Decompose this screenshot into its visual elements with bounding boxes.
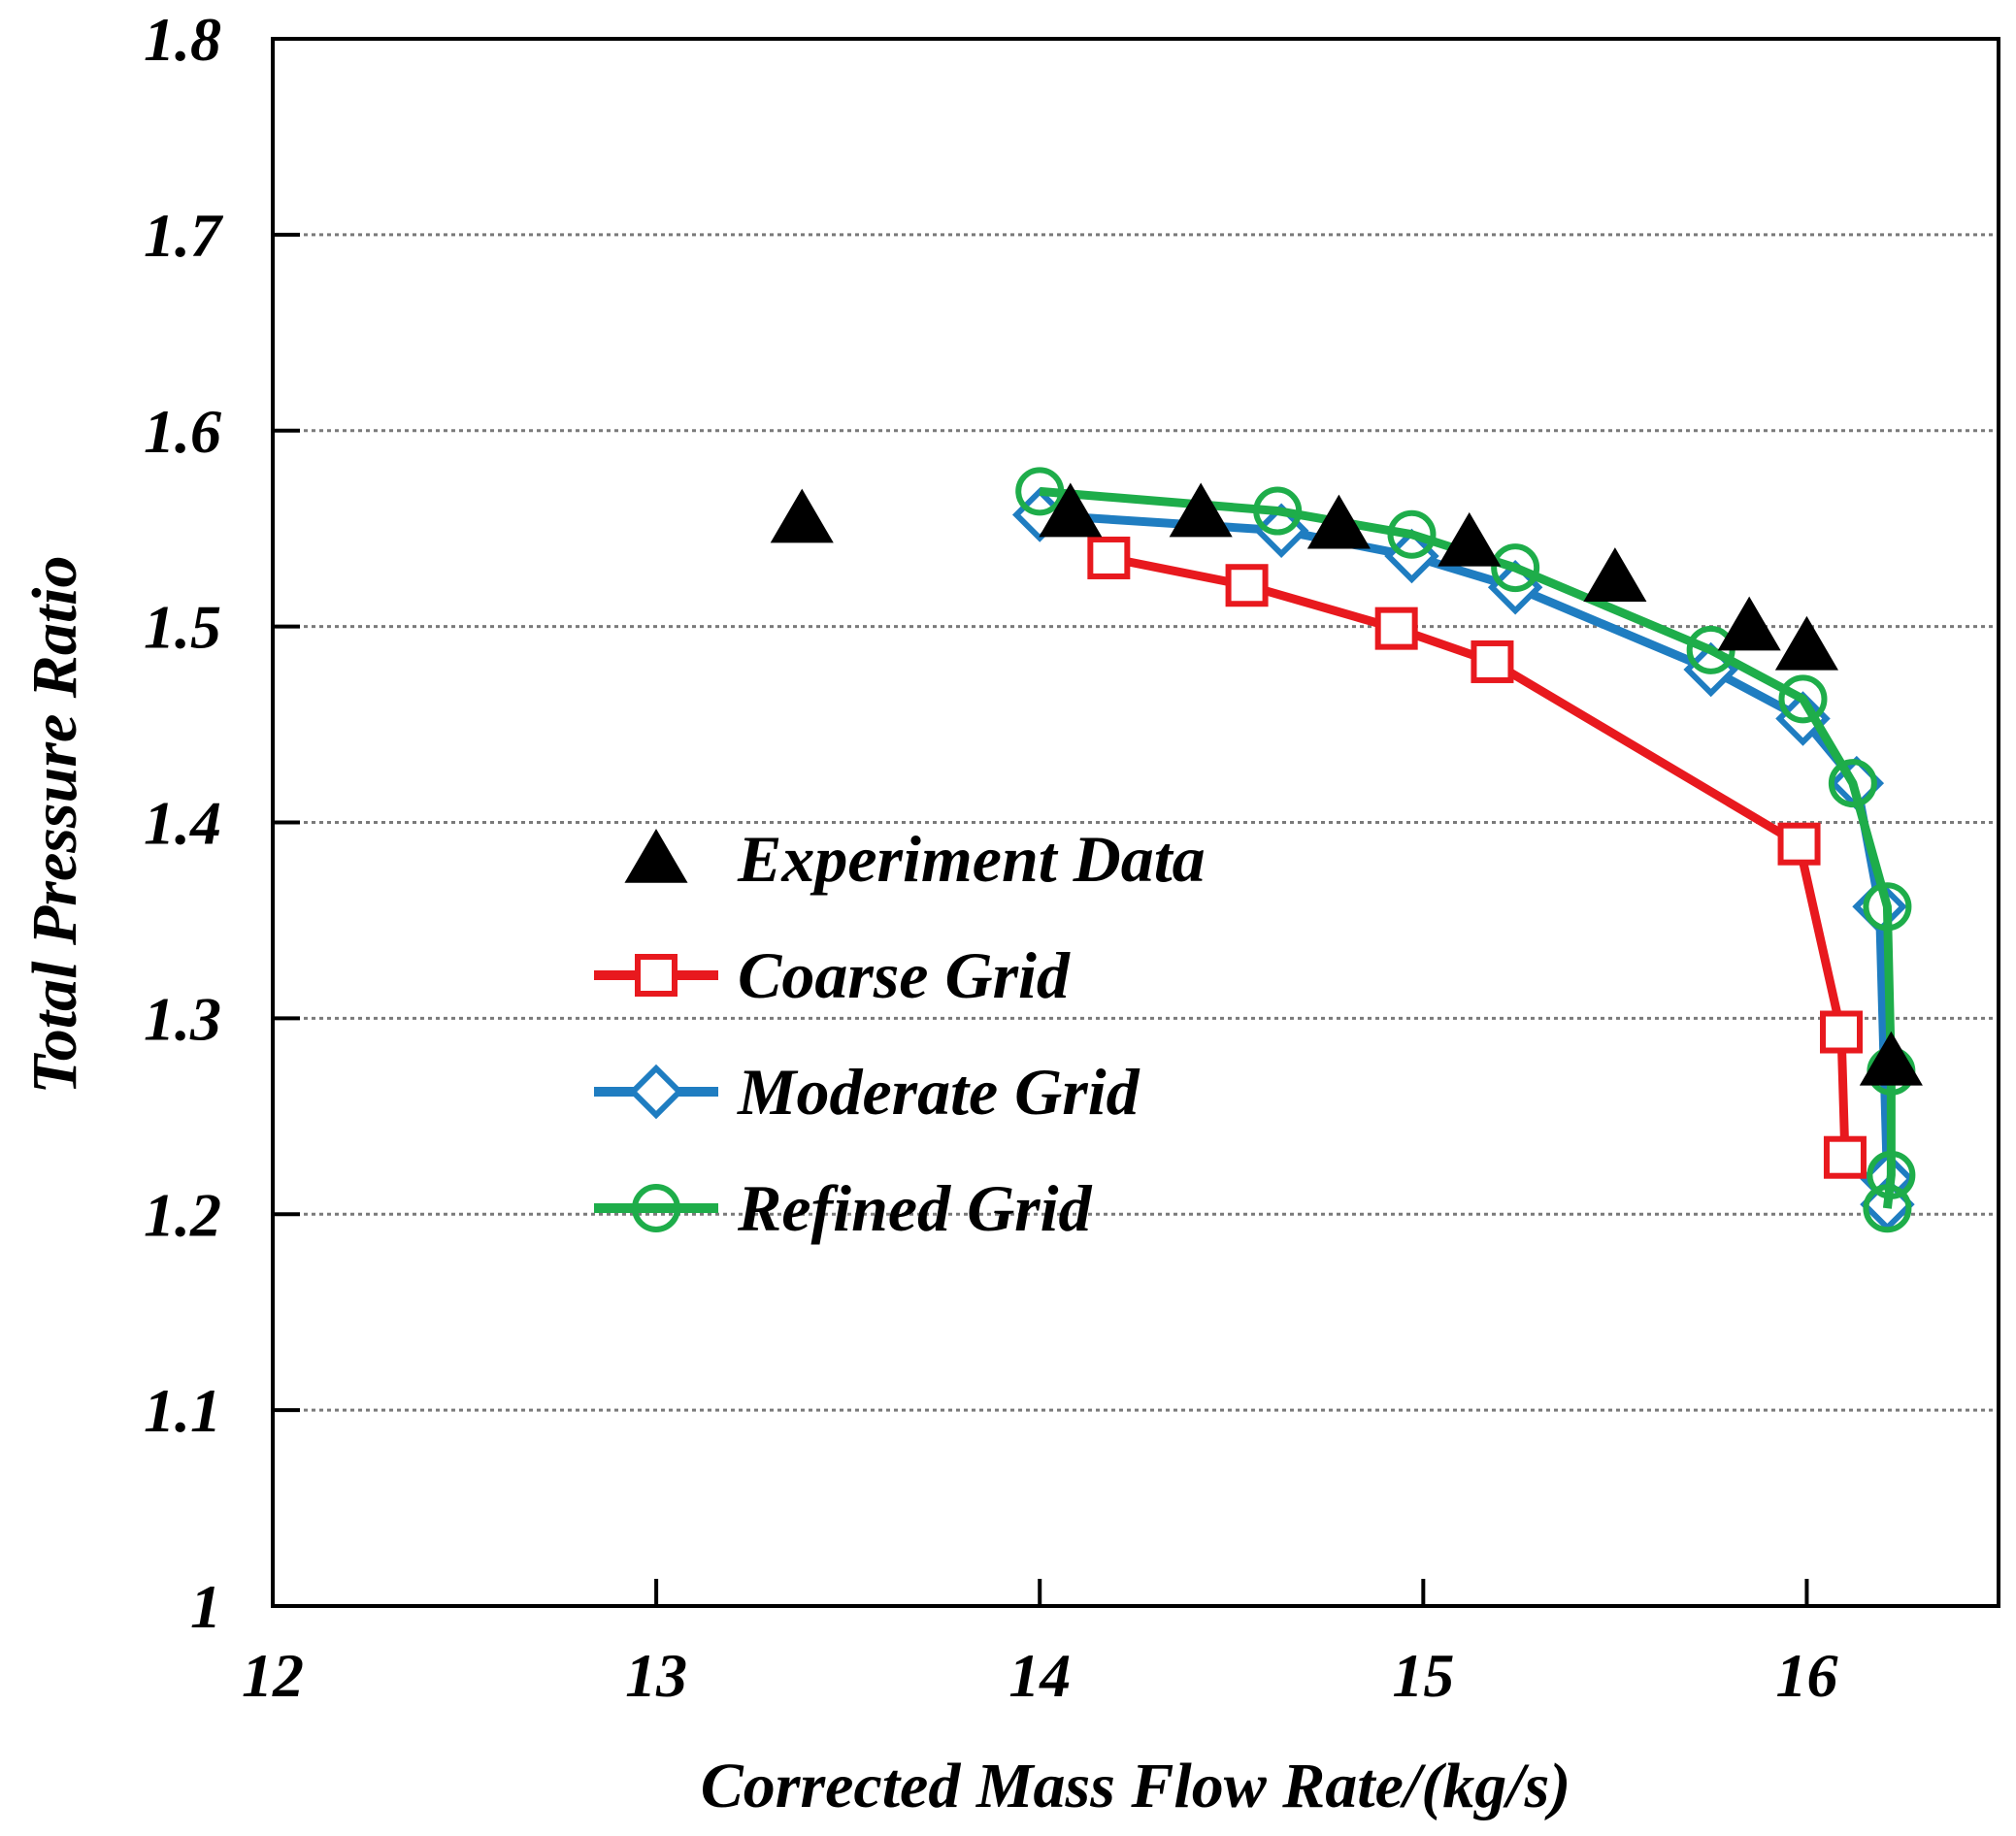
y-tick-label: 1.7	[144, 201, 224, 270]
legend-label: Experiment Data	[737, 822, 1206, 896]
legend-marker	[635, 954, 678, 997]
refined-grid-marker	[1867, 1150, 1916, 1199]
experiment-data-marker	[1774, 615, 1838, 671]
experiment-data-marker	[770, 488, 834, 543]
legend-label: Refined Grid	[737, 1171, 1093, 1245]
experiment-data-marker	[1306, 494, 1371, 549]
legend-label: Coarse Grid	[738, 938, 1071, 1012]
coarse-grid-marker	[1374, 607, 1418, 650]
y-tick-label: 1	[190, 1572, 221, 1641]
legend-marker	[632, 1184, 680, 1232]
series-experiment-data	[770, 482, 1923, 1086]
x-tick-label: 15	[1392, 1641, 1454, 1710]
axis-ticks: 1 1.1 1.2 1.3 1.4 1.5 1.6 1.7 1.8 12 13 14 15 16	[144, 5, 1837, 1710]
coarse-grid-marker	[1087, 536, 1131, 579]
y-tick-label: 1.3	[144, 984, 221, 1053]
refined-grid-marker	[1863, 882, 1912, 932]
y-tick-label: 1.8	[144, 5, 221, 74]
y-tick-label: 1.4	[144, 789, 221, 858]
experiment-data-marker	[1717, 596, 1781, 651]
legend-marker	[628, 1064, 684, 1120]
x-tick-label: 12	[242, 1641, 304, 1710]
coarse-grid-marker	[1471, 639, 1514, 683]
refined-grid-marker	[1015, 467, 1065, 516]
experiment-data-marker	[1583, 547, 1647, 602]
data-series	[770, 467, 1923, 1233]
refined-grid-marker	[1387, 509, 1437, 559]
y-axis-title: Total Pressure Ratio	[19, 556, 90, 1095]
experiment-data-marker	[1438, 511, 1502, 567]
coarse-grid-marker	[1820, 1010, 1864, 1054]
experiment-data-marker	[1169, 482, 1233, 538]
legend: Experiment Data Coarse Grid Moderate Grid R…	[594, 822, 1206, 1245]
coarse-grid-marker	[1225, 564, 1269, 607]
x-tick-label: 14	[1008, 1641, 1071, 1710]
legend-marker	[624, 829, 688, 883]
series-coarse-grid	[1087, 536, 1867, 1179]
gridlines	[273, 233, 1999, 1412]
legend-item-moderate-grid: Moderate Grid	[594, 1055, 1140, 1129]
y-tick-label: 1.2	[144, 1180, 221, 1249]
legend-label: Moderate Grid	[737, 1055, 1140, 1129]
y-tick-label: 1.1	[144, 1376, 221, 1445]
coarse-grid-marker	[1777, 822, 1821, 866]
refined-grid-line	[1039, 486, 1896, 1209]
legend-item-refined-grid: Refined Grid	[594, 1171, 1093, 1245]
refined-grid-marker	[1253, 486, 1303, 536]
experiment-data-marker	[1859, 1031, 1923, 1086]
x-tick-label: 13	[625, 1641, 687, 1710]
x-tick-label: 16	[1775, 1641, 1837, 1710]
refined-grid-marker	[1863, 1184, 1912, 1233]
experiment-data-marker	[1039, 482, 1103, 538]
coarse-grid-marker	[1823, 1135, 1867, 1179]
refined-grid-marker	[1828, 759, 1877, 808]
x-axis-title: Corrected Mass Flow Rate/(kg/s)	[701, 1751, 1571, 1821]
y-tick-label: 1.5	[144, 593, 221, 662]
legend-item-coarse-grid: Coarse Grid	[594, 938, 1071, 1012]
y-tick-label: 1.6	[144, 397, 221, 466]
refined-grid-marker	[1491, 543, 1540, 593]
legend-item-experiment-data: Experiment Data	[624, 822, 1206, 896]
refined-grid-marker	[1778, 674, 1828, 724]
